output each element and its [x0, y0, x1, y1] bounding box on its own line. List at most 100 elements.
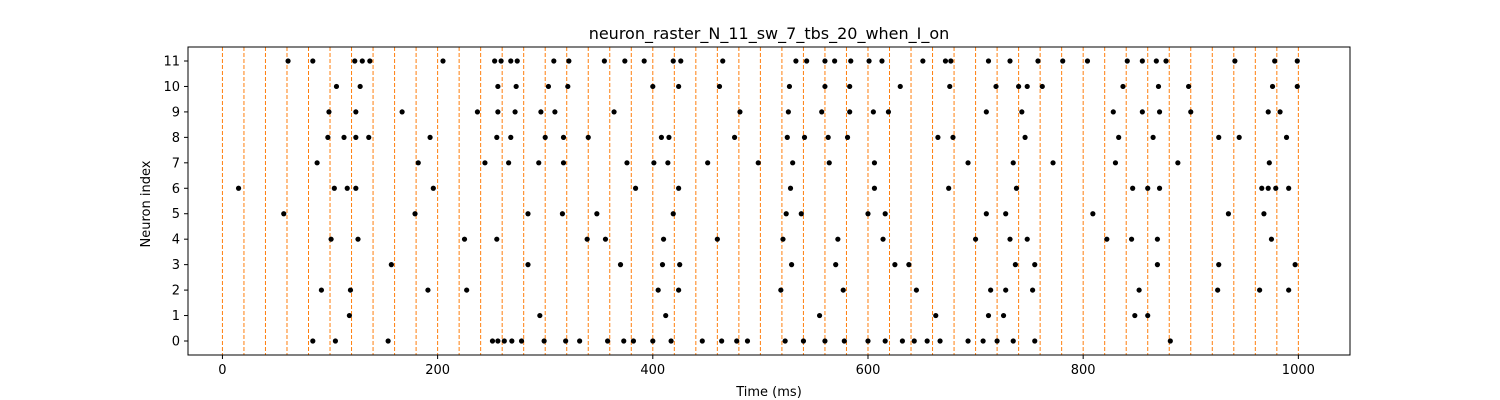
spike-point [676, 185, 682, 191]
spike-point [415, 160, 421, 166]
spike-point [651, 160, 657, 166]
spike-point [611, 109, 617, 115]
spike-point [1007, 58, 1013, 64]
spike-point [677, 262, 683, 268]
spike-point [1215, 287, 1221, 293]
spike-point [983, 109, 989, 115]
spike-point [1022, 134, 1028, 140]
x-tick-label: 800 [1071, 363, 1096, 378]
y-axis-label: Neuron index [139, 160, 154, 247]
spike-point [1012, 262, 1018, 268]
spike-point [705, 160, 711, 166]
spike-point [525, 262, 531, 268]
spike-point [911, 338, 917, 344]
y-tick-label: 8 [172, 131, 180, 146]
spike-point [676, 287, 682, 293]
spike-point [514, 58, 520, 64]
spike-point [1132, 312, 1138, 319]
spike-point [825, 134, 831, 140]
spike-point [985, 58, 992, 64]
spike-point [933, 312, 939, 319]
spike-point [1266, 160, 1272, 166]
spike-point [965, 160, 971, 166]
spike-point [666, 134, 672, 140]
spike-point [670, 211, 676, 217]
spike-point [1283, 134, 1290, 140]
spike-point [835, 236, 841, 242]
spike-point [1286, 287, 1292, 293]
spike-point [494, 134, 500, 140]
spike-point [1110, 109, 1116, 115]
y-tick-label: 7 [172, 156, 180, 171]
plot-area [187, 46, 1351, 356]
spike-point [670, 58, 676, 64]
spike-point [1016, 83, 1022, 90]
spike-point [367, 58, 373, 64]
spike-point [1032, 262, 1038, 268]
spike-point [1145, 312, 1151, 319]
spike-point [950, 134, 956, 140]
y-tick-label: 2 [172, 284, 180, 299]
spike-point [601, 58, 607, 64]
spike-point [1259, 185, 1265, 191]
spike-point [1265, 109, 1271, 115]
spike-point [560, 160, 567, 166]
spike-point [840, 287, 846, 293]
spike-point [913, 287, 920, 293]
spike-point [1268, 236, 1275, 242]
spike-point [1032, 338, 1038, 344]
spike-point [744, 338, 751, 344]
spike-point [920, 58, 926, 64]
spike-point [848, 58, 854, 64]
spike-point [1060, 58, 1066, 64]
y-tick-label: 9 [172, 105, 180, 120]
spike-point [988, 287, 994, 293]
spike-point [841, 338, 847, 344]
spike-point [871, 160, 878, 166]
spike-point [1156, 109, 1163, 115]
spike-point [551, 58, 557, 64]
y-tick-label: 5 [172, 207, 180, 222]
spike-point [822, 58, 828, 64]
spike-point [464, 287, 470, 293]
y-tick-label: 1 [172, 309, 180, 324]
plot-frame [187, 46, 1351, 356]
spike-point [495, 109, 501, 115]
spike-point [492, 58, 498, 64]
spike-point [826, 160, 832, 166]
spike-point [1136, 287, 1142, 293]
spike-point [385, 338, 391, 344]
spike-point [897, 83, 903, 90]
spike-point [1010, 338, 1016, 344]
spike-point [716, 83, 723, 90]
spike-point [506, 160, 512, 166]
spike-point [440, 58, 446, 64]
spike-point [983, 211, 989, 217]
x-tick-label: 600 [856, 363, 881, 378]
spike-point [658, 134, 665, 140]
spike-point [948, 58, 954, 64]
spike-point [525, 211, 531, 217]
spike-point [331, 185, 337, 191]
spike-point [882, 338, 888, 344]
spike-point [937, 338, 943, 344]
spike-point [665, 160, 671, 166]
y-tick-label: 4 [172, 233, 180, 248]
spike-point [780, 236, 786, 242]
spike-point [346, 312, 352, 319]
spike-point [865, 211, 871, 217]
spike-point [800, 338, 807, 344]
spike-point [1007, 236, 1013, 242]
spike-point [1273, 185, 1279, 191]
spike-point [1128, 236, 1135, 242]
spike-point [801, 134, 808, 140]
spike-point [1010, 160, 1016, 166]
spike-point [1116, 134, 1122, 140]
spike-point [1257, 287, 1263, 293]
spike-point [538, 109, 544, 115]
spike-point [624, 160, 630, 166]
spike-point [518, 338, 525, 344]
spike-point [833, 262, 839, 268]
spike-point [399, 109, 405, 115]
